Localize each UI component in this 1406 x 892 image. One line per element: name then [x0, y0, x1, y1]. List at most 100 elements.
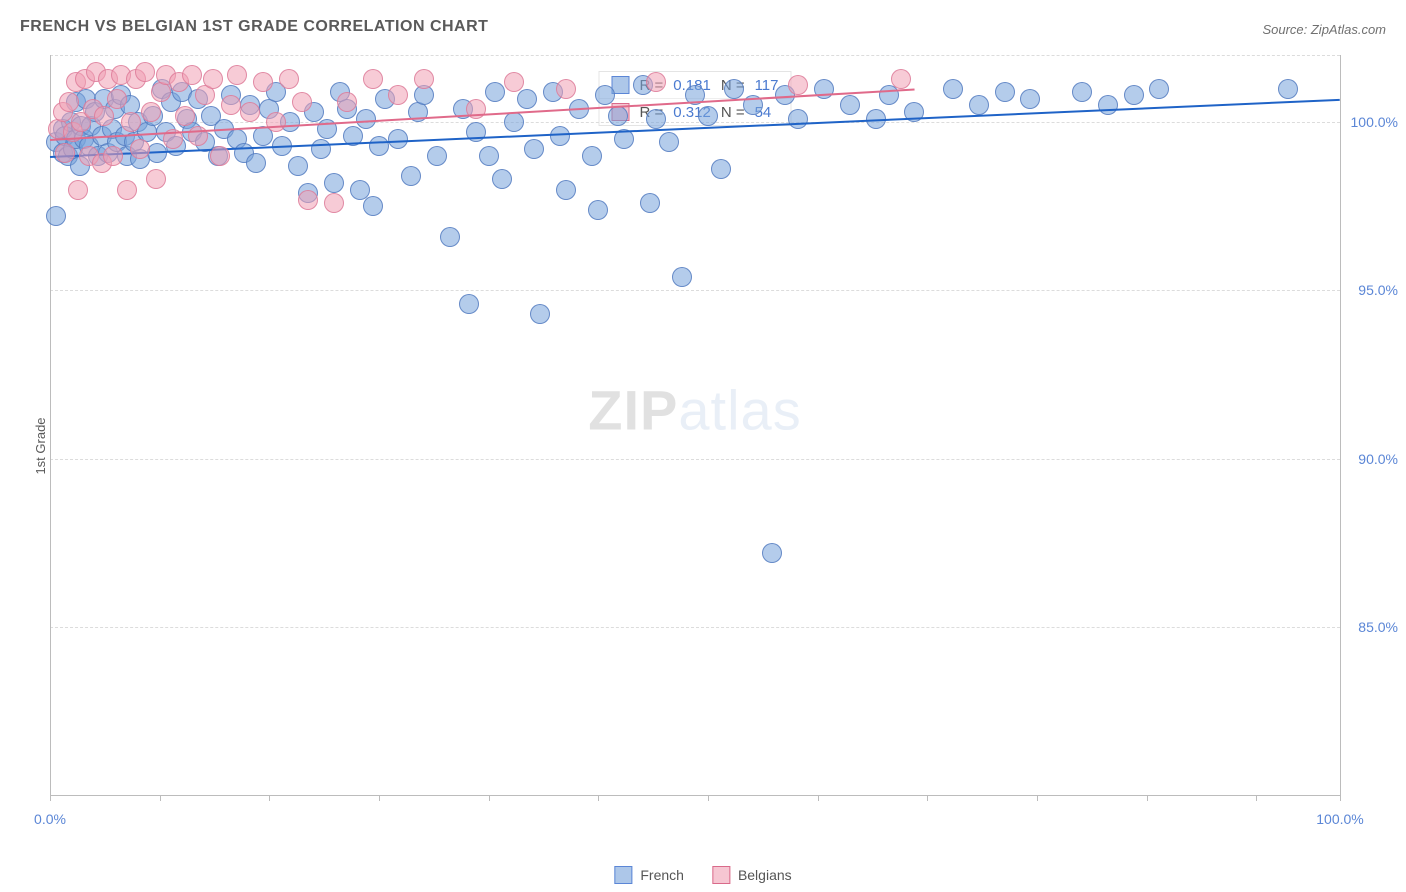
data-point[interactable] — [141, 102, 161, 122]
data-point[interactable] — [640, 193, 660, 213]
legend-item[interactable]: French — [614, 866, 684, 884]
data-point[interactable] — [253, 72, 273, 92]
data-point[interactable] — [121, 112, 141, 132]
data-point[interactable] — [995, 82, 1015, 102]
data-point[interactable] — [1278, 79, 1298, 99]
data-point[interactable] — [324, 173, 344, 193]
data-point[interactable] — [788, 109, 808, 129]
data-point[interactable] — [1098, 95, 1118, 115]
data-point[interactable] — [68, 180, 88, 200]
data-point[interactable] — [266, 112, 286, 132]
data-point[interactable] — [530, 304, 550, 324]
watermark: ZIPatlas — [588, 378, 801, 443]
data-point[interactable] — [279, 69, 299, 89]
x-tick — [1037, 795, 1038, 801]
data-point[interactable] — [1072, 82, 1092, 102]
data-point[interactable] — [401, 166, 421, 186]
data-point[interactable] — [298, 190, 318, 210]
data-point[interactable] — [698, 106, 718, 126]
data-point[interactable] — [363, 69, 383, 89]
data-point[interactable] — [227, 65, 247, 85]
data-point[interactable] — [459, 294, 479, 314]
data-point[interactable] — [762, 543, 782, 563]
data-point[interactable] — [588, 200, 608, 220]
data-point[interactable] — [504, 72, 524, 92]
data-point[interactable] — [427, 146, 447, 166]
data-point[interactable] — [788, 75, 808, 95]
data-point[interactable] — [146, 169, 166, 189]
data-point[interactable] — [724, 79, 744, 99]
data-point[interactable] — [479, 146, 499, 166]
data-point[interactable] — [891, 69, 911, 89]
data-point[interactable] — [363, 196, 383, 216]
x-tick — [927, 795, 928, 801]
data-point[interactable] — [94, 106, 114, 126]
data-point[interactable] — [107, 89, 127, 109]
data-point[interactable] — [414, 69, 434, 89]
data-point[interactable] — [240, 102, 260, 122]
data-point[interactable] — [595, 85, 615, 105]
data-point[interactable] — [517, 89, 537, 109]
data-point[interactable] — [135, 62, 155, 82]
data-point[interactable] — [388, 129, 408, 149]
data-point[interactable] — [117, 180, 137, 200]
data-point[interactable] — [388, 85, 408, 105]
y-tick-label: 100.0% — [1351, 114, 1398, 130]
legend-item[interactable]: Belgians — [712, 866, 792, 884]
data-point[interactable] — [1149, 79, 1169, 99]
data-point[interactable] — [582, 146, 602, 166]
data-point[interactable] — [504, 112, 524, 132]
data-point[interactable] — [969, 95, 989, 115]
data-point[interactable] — [59, 92, 79, 112]
data-point[interactable] — [210, 146, 230, 166]
y-tick-label: 90.0% — [1358, 451, 1398, 467]
data-point[interactable] — [288, 156, 308, 176]
data-point[interactable] — [1020, 89, 1040, 109]
x-tick — [818, 795, 819, 801]
x-tick-label: 100.0% — [1316, 811, 1363, 827]
watermark-bold: ZIP — [588, 379, 678, 442]
data-point[interactable] — [175, 106, 195, 126]
data-point[interactable] — [324, 193, 344, 213]
data-point[interactable] — [485, 82, 505, 102]
data-point[interactable] — [440, 227, 460, 247]
data-point[interactable] — [659, 132, 679, 152]
data-point[interactable] — [55, 143, 75, 163]
data-point[interactable] — [943, 79, 963, 99]
legend-label: Belgians — [738, 867, 792, 883]
data-point[interactable] — [608, 106, 628, 126]
data-point[interactable] — [840, 95, 860, 115]
plot-area: ZIPatlas R = 0.181N = 117R = 0.312N = 54… — [50, 55, 1340, 795]
data-point[interactable] — [524, 139, 544, 159]
gridline — [50, 55, 1340, 56]
data-point[interactable] — [103, 146, 123, 166]
data-point[interactable] — [356, 109, 376, 129]
legend-swatch — [614, 866, 632, 884]
data-point[interactable] — [292, 92, 312, 112]
data-point[interactable] — [646, 72, 666, 92]
data-point[interactable] — [492, 169, 512, 189]
legend-swatch — [712, 866, 730, 884]
source-label: Source: ZipAtlas.com — [1262, 22, 1386, 37]
data-point[interactable] — [203, 69, 223, 89]
data-point[interactable] — [672, 267, 692, 287]
data-point[interactable] — [130, 139, 150, 159]
data-point[interactable] — [46, 206, 66, 226]
gridline — [50, 290, 1340, 291]
data-point[interactable] — [182, 65, 202, 85]
data-point[interactable] — [221, 95, 241, 115]
x-tick-label: 0.0% — [34, 811, 66, 827]
data-point[interactable] — [337, 92, 357, 112]
data-point[interactable] — [556, 79, 576, 99]
data-point[interactable] — [311, 139, 331, 159]
data-point[interactable] — [879, 85, 899, 105]
data-point[interactable] — [711, 159, 731, 179]
data-point[interactable] — [556, 180, 576, 200]
x-tick — [489, 795, 490, 801]
data-point[interactable] — [646, 109, 666, 129]
data-point[interactable] — [246, 153, 266, 173]
data-point[interactable] — [188, 126, 208, 146]
data-point[interactable] — [369, 136, 389, 156]
data-point[interactable] — [1124, 85, 1144, 105]
data-point[interactable] — [350, 180, 370, 200]
